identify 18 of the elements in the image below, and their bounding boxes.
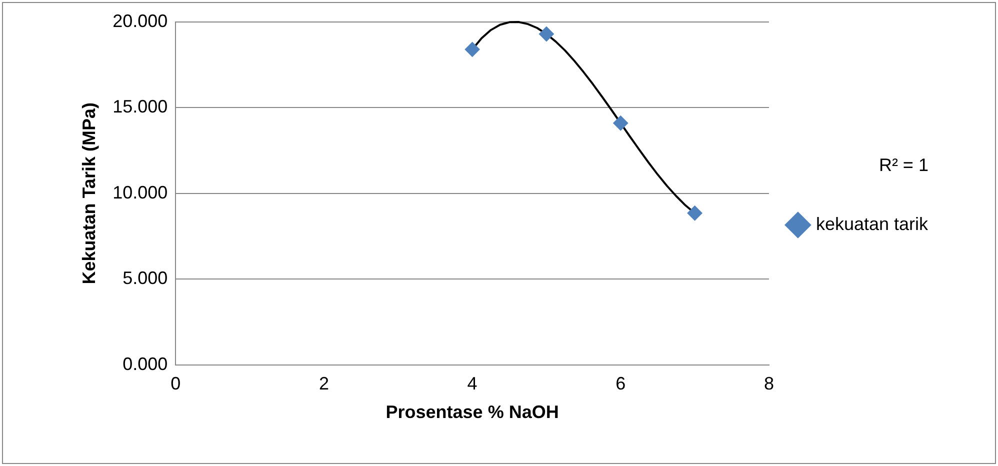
text: R² = 1: [878, 154, 928, 175]
x-tick-label: 2: [318, 374, 329, 394]
point: [687, 206, 702, 221]
x-tick-label: 6: [616, 374, 626, 394]
y-tick-label: 20.000: [112, 10, 168, 31]
y-tick-label: 15.000: [112, 96, 168, 117]
x-tick-label: 0: [170, 374, 181, 394]
y-tick-label: 5.000: [122, 268, 168, 288]
x-tick-label: 8: [764, 374, 774, 394]
point: [613, 116, 628, 131]
point: [464, 42, 480, 57]
x-axis-title: Prosentase % NaOH: [386, 402, 559, 422]
point: [538, 26, 554, 42]
y-tick-label: 0.000: [122, 354, 168, 374]
y-axis-title: Kekuatan Tarik (MPa): [78, 102, 99, 284]
legend-label: kekuatan tarik: [816, 214, 929, 234]
y-tick-label: 10.000: [112, 182, 168, 202]
x-tick-label: 4: [467, 374, 478, 394]
